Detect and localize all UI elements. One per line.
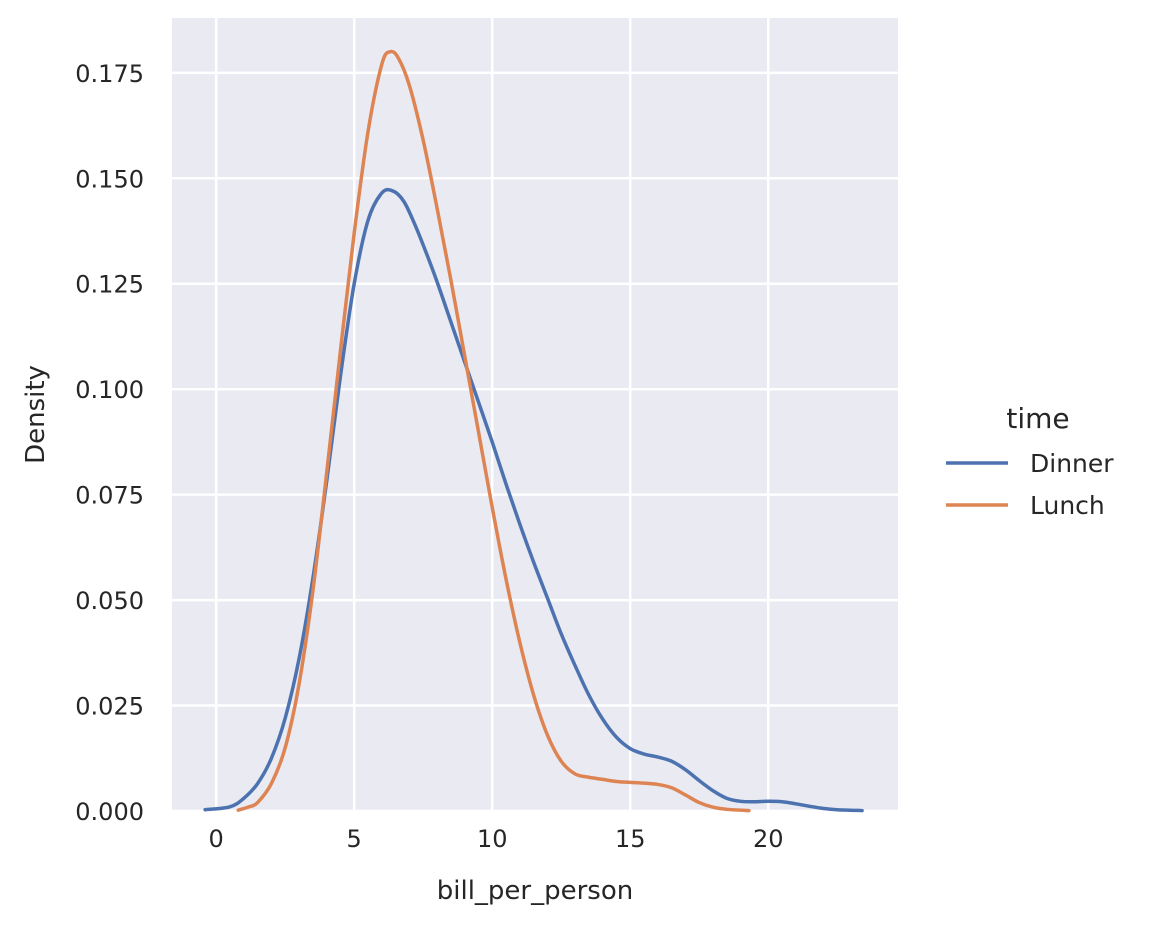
series-line-lunch [236, 49, 751, 813]
y-grid [172, 71, 898, 813]
legend: time Dinner Lunch [946, 402, 1114, 520]
plot-area [172, 18, 898, 811]
y-tick-label: 0.175 [75, 60, 144, 88]
legend-item-dinner: Dinner [946, 449, 1114, 478]
y-tick-label: 0.000 [75, 798, 144, 826]
y-tick-labels: 0.000 0.025 0.050 0.075 0.100 0.125 0.150 0.175 [75, 60, 144, 826]
y-tick-label: 0.025 [75, 693, 144, 721]
x-tick-label: 10 [477, 825, 508, 853]
series-lines [203, 49, 864, 813]
x-tick-labels: 0 5 10 15 20 [209, 825, 784, 853]
x-tick-label: 5 [347, 825, 362, 853]
y-tick-label: 0.100 [75, 376, 144, 404]
y-axis-label: Density [21, 365, 51, 464]
legend-item-lunch: Lunch [946, 491, 1105, 520]
x-tick-label: 0 [209, 825, 224, 853]
y-tick-label: 0.125 [75, 271, 144, 299]
y-tick-label: 0.075 [75, 482, 144, 510]
legend-items: Dinner Lunch [946, 449, 1114, 520]
y-tick-label: 0.050 [75, 587, 144, 615]
y-tick-label: 0.150 [75, 165, 144, 193]
x-tick-label: 15 [615, 825, 646, 853]
legend-label: Lunch [1030, 491, 1105, 520]
x-grid [214, 18, 770, 811]
legend-label: Dinner [1030, 449, 1114, 478]
x-axis-label: bill_per_person [437, 876, 634, 906]
legend-title: time [1006, 402, 1069, 435]
x-tick-label: 20 [753, 825, 784, 853]
